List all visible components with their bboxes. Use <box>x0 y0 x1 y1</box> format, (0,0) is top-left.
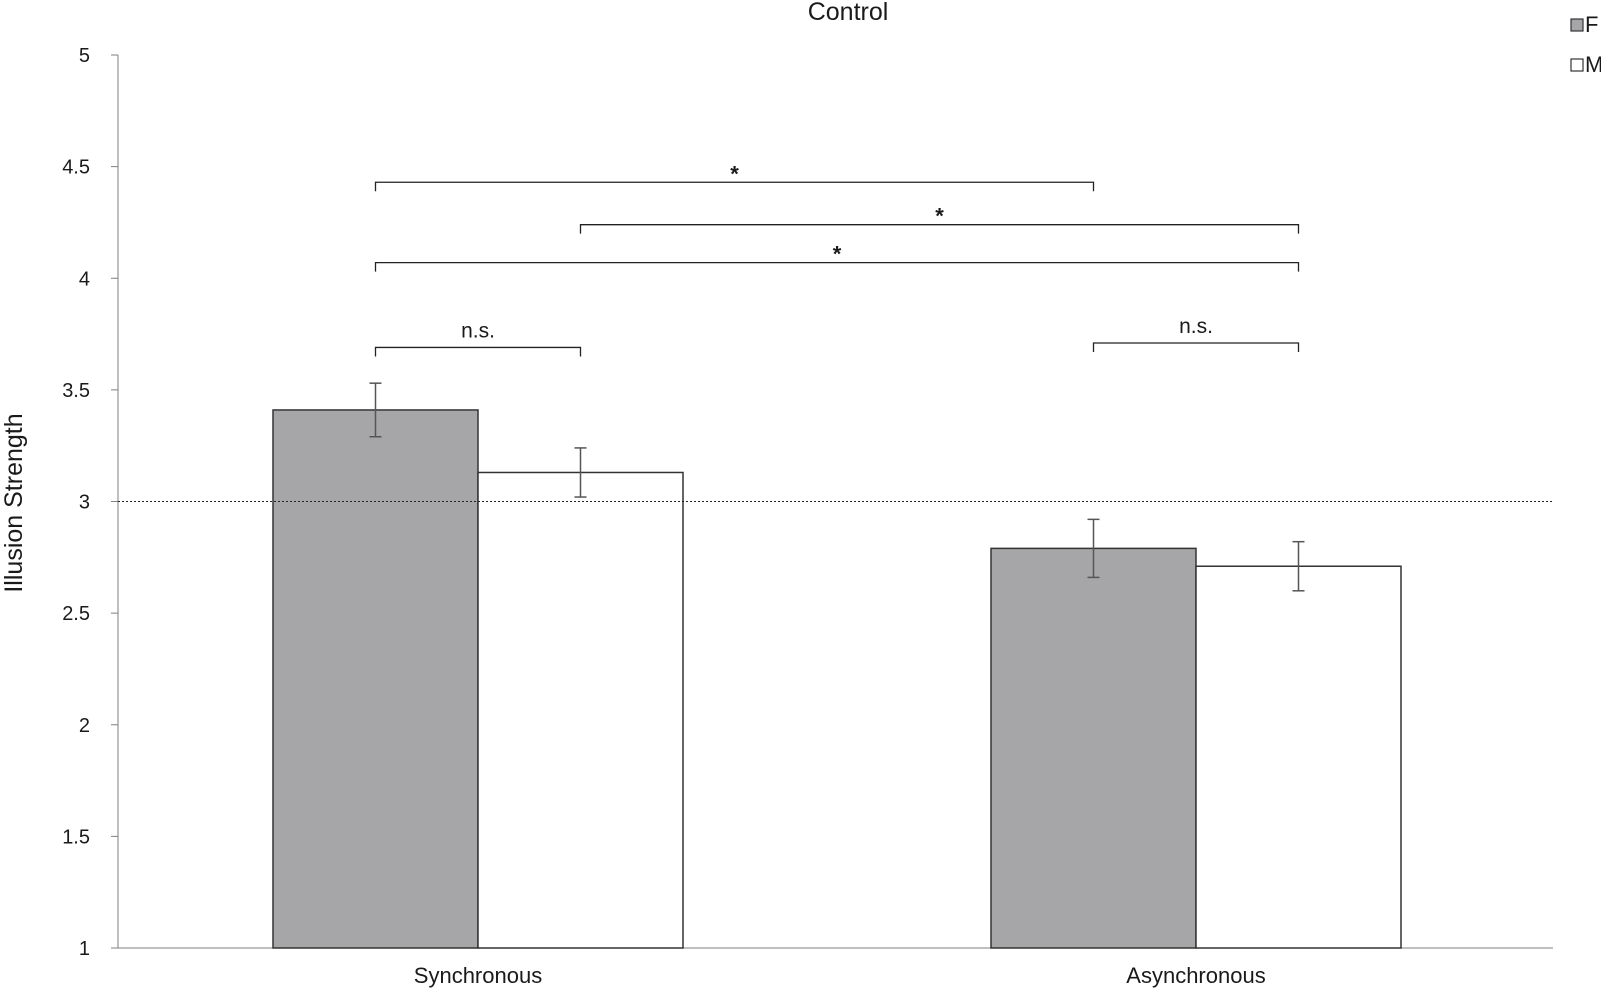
significance-bracket <box>374 346 582 357</box>
y-tick-label: 2.5 <box>62 603 90 625</box>
legend-swatch-m <box>1570 58 1584 72</box>
significance-bracket <box>374 181 1095 192</box>
y-tick-label: 2 <box>79 715 90 737</box>
significance-bracket <box>1092 342 1300 352</box>
bar-synchronous-m <box>477 471 684 949</box>
y-axis-label: Illusion Strength <box>0 413 28 592</box>
x-tick-label: Synchronous <box>414 963 542 988</box>
significance-label: * <box>730 161 739 186</box>
significance-bracket <box>374 261 1300 272</box>
legend: FM <box>1570 12 1601 77</box>
y-tick-label: 3 <box>79 492 90 514</box>
y-tick-label: 1.5 <box>62 826 90 848</box>
significance-label: * <box>833 242 842 267</box>
significance-label: n.s. <box>461 319 495 342</box>
y-tick-label: 4 <box>79 268 90 290</box>
bar-synchronous-f <box>272 409 479 949</box>
legend-label-m: M <box>1585 52 1601 77</box>
legend-swatch-f <box>1570 18 1584 32</box>
chart-title: Control <box>808 0 889 26</box>
y-tick-label: 3.5 <box>62 380 90 402</box>
y-tick-label: 5 <box>79 45 90 67</box>
significance-label: * <box>935 204 944 229</box>
bar-asynchronous-f <box>990 547 1197 949</box>
legend-label-f: F <box>1585 12 1598 37</box>
y-tick-label: 1 <box>79 938 90 960</box>
y-tick-label: 4.5 <box>62 157 90 179</box>
x-tick-label: Asynchronous <box>1126 963 1265 988</box>
significance-label: n.s. <box>1179 315 1213 338</box>
plot-area: 1 1.5 2 2.5 3 3.5 4 4.5 5 Synchronous Asynchronous… <box>62 45 1553 988</box>
bar-asynchronous-m <box>1195 565 1402 949</box>
significance-bracket <box>579 224 1300 234</box>
